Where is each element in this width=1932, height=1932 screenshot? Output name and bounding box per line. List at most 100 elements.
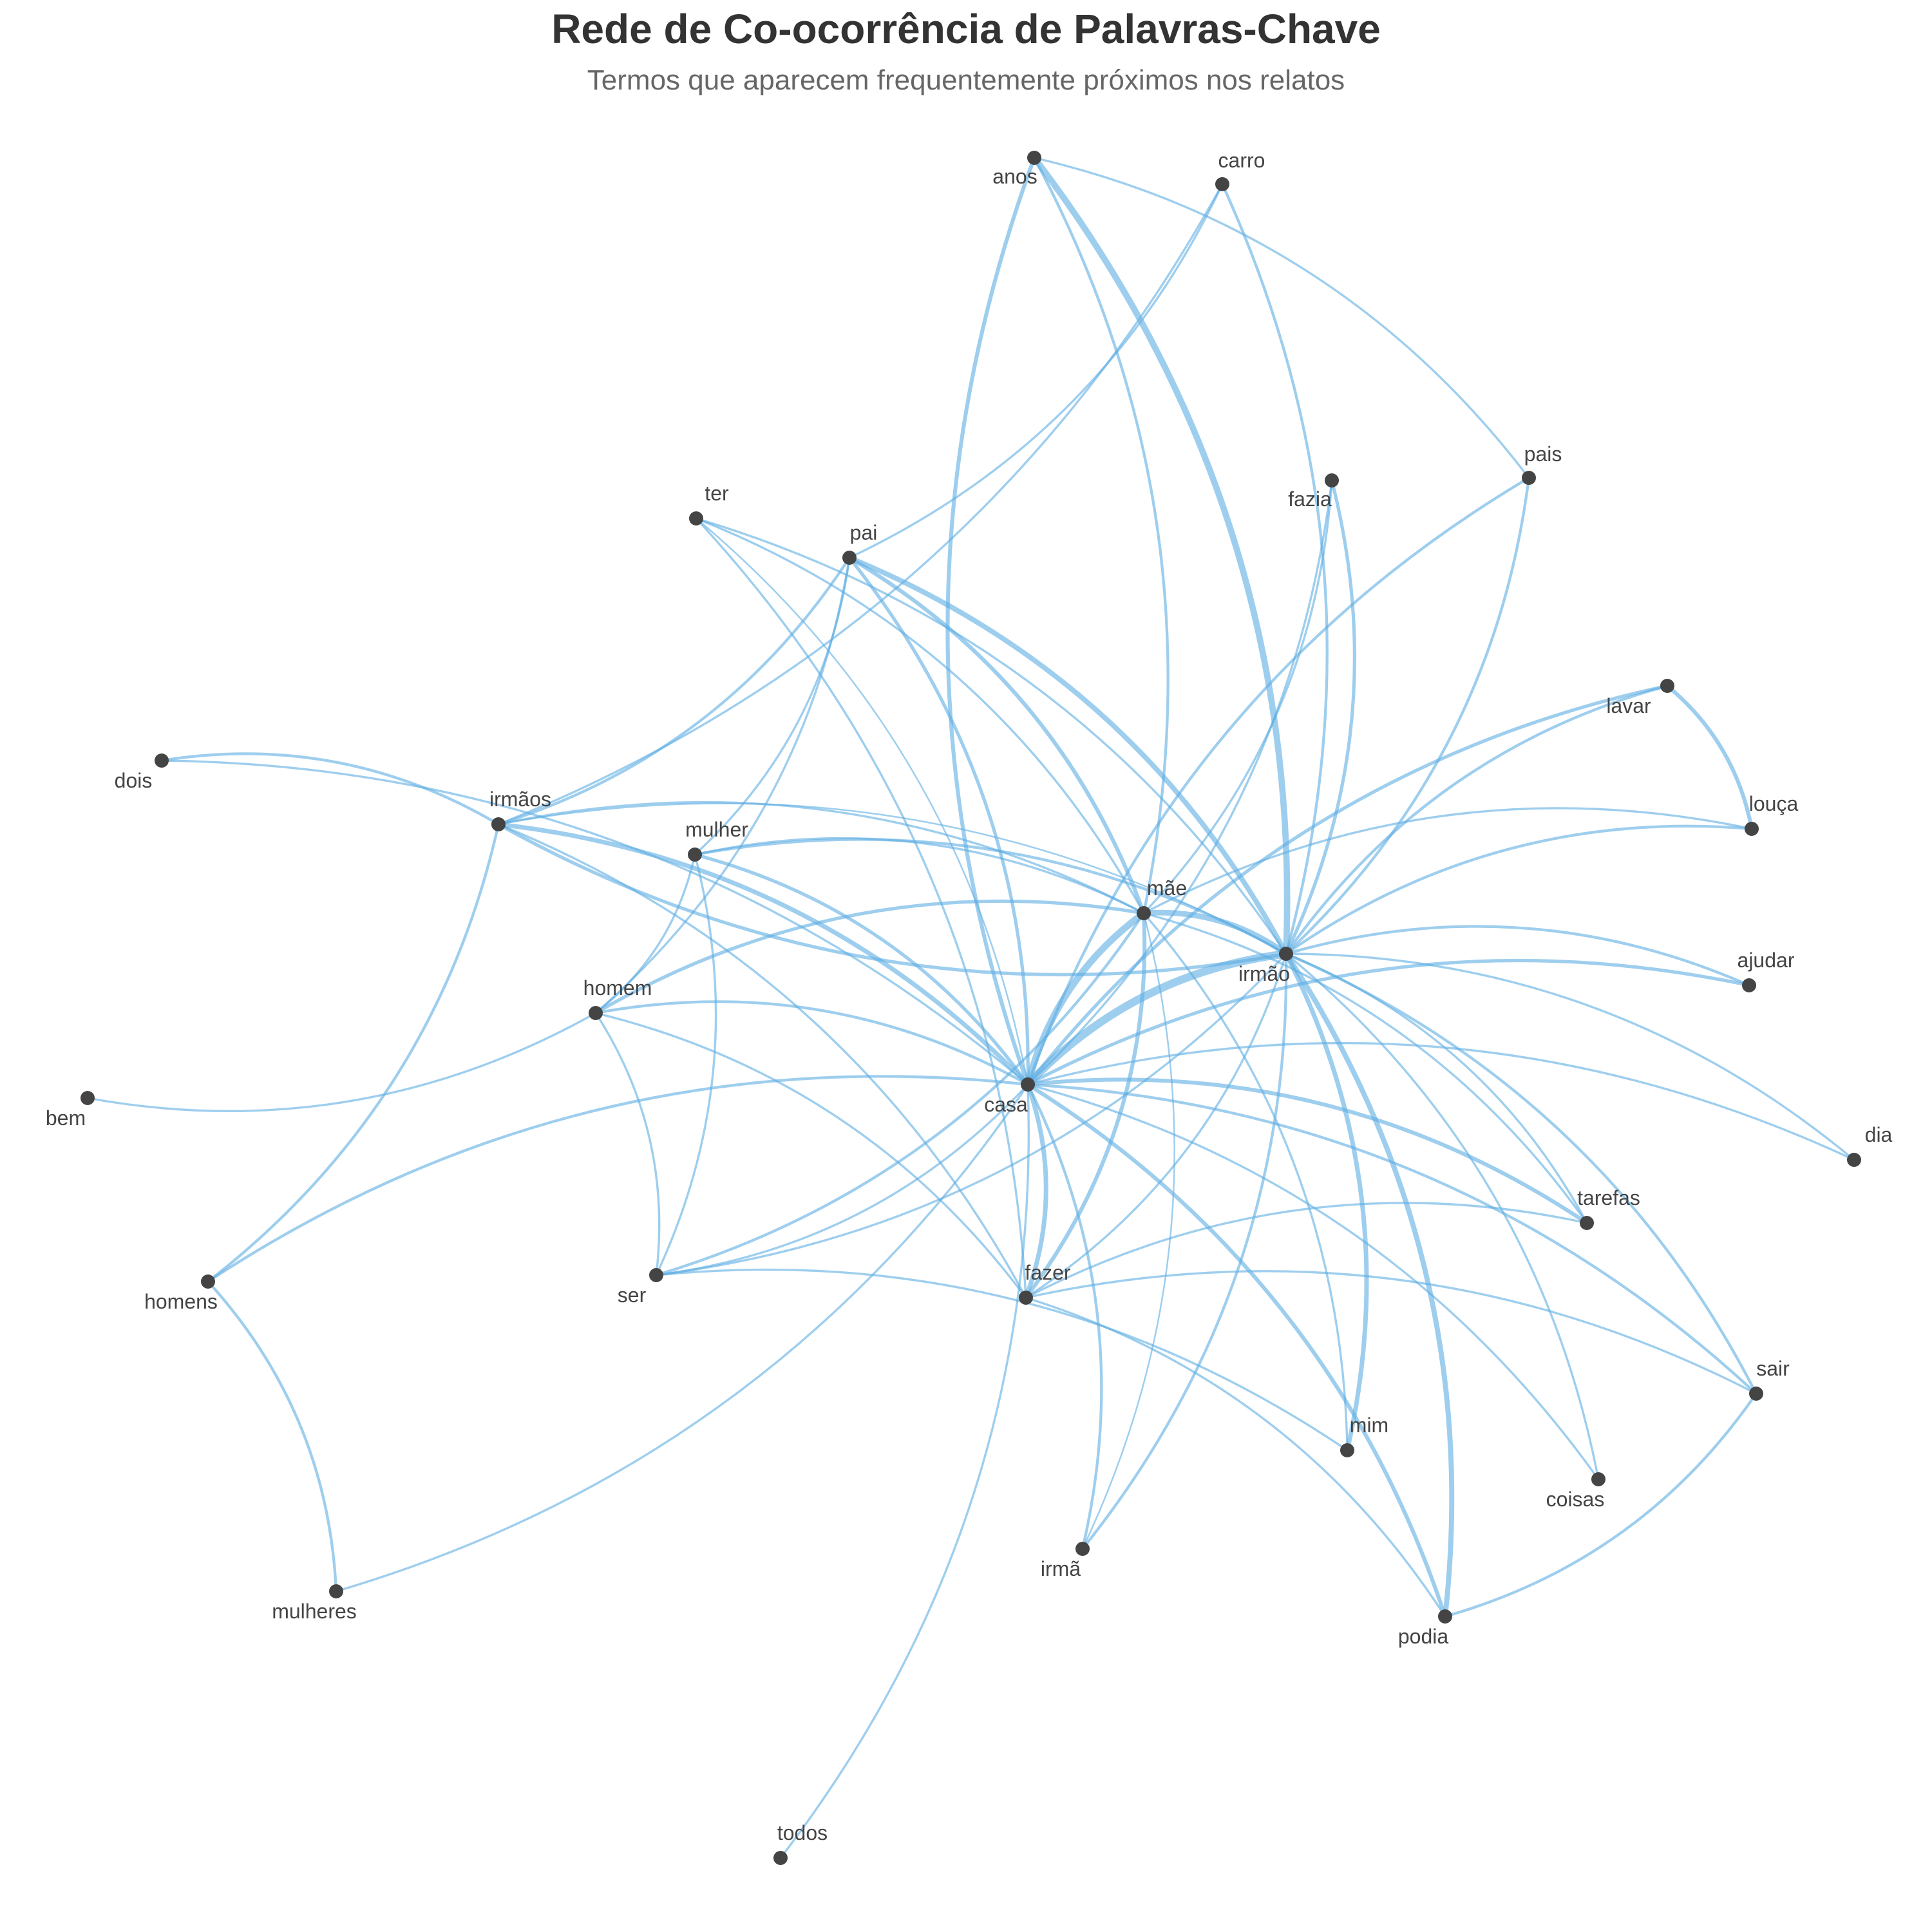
node-dot-todos[interactable] xyxy=(773,1851,788,1865)
node-dot-mim[interactable] xyxy=(1340,1443,1354,1457)
edge-dois-irmaos xyxy=(160,752,500,826)
node-label-pai: pai xyxy=(850,521,878,544)
node-dot-homens[interactable] xyxy=(201,1274,215,1289)
node-tarefas[interactable]: tarefas xyxy=(1577,1186,1640,1230)
node-dot-fazer[interactable] xyxy=(1019,1291,1033,1305)
node-dot-bem[interactable] xyxy=(80,1091,95,1105)
node-mim[interactable]: mim xyxy=(1340,1414,1388,1457)
edge-homem-mae xyxy=(594,899,1146,1015)
node-fazer[interactable]: fazer xyxy=(1019,1261,1071,1305)
edge-irmaos-fazer xyxy=(497,823,1027,1299)
edge-mae-ser xyxy=(654,911,1146,1277)
node-coisas[interactable]: coisas xyxy=(1546,1472,1605,1511)
edge-pai-casa xyxy=(848,556,1030,1086)
node-homens[interactable]: homens xyxy=(144,1274,218,1313)
node-dot-podia[interactable] xyxy=(1438,1609,1452,1624)
edge-fazia-casa xyxy=(1027,479,1333,1086)
node-pais[interactable]: pais xyxy=(1522,442,1562,485)
edge-irmaos-casa xyxy=(496,822,1030,1087)
edge-irmao-irma xyxy=(1081,952,1288,1551)
node-dois[interactable]: dois xyxy=(115,753,169,792)
node-dot-mae[interactable] xyxy=(1137,906,1151,920)
node-label-sair: sair xyxy=(1756,1357,1790,1380)
edge-anos-mae xyxy=(1032,156,1170,915)
node-dot-louca[interactable] xyxy=(1745,822,1759,836)
edge-lavar-louca xyxy=(1665,683,1754,831)
node-dot-ter[interactable] xyxy=(689,511,703,526)
node-todos[interactable]: todos xyxy=(773,1821,828,1865)
node-mae[interactable]: mãe xyxy=(1137,876,1187,920)
node-dot-dia[interactable] xyxy=(1847,1153,1861,1167)
node-dia[interactable]: dia xyxy=(1847,1123,1893,1167)
node-dot-fazia[interactable] xyxy=(1325,473,1339,488)
node-label-todos: todos xyxy=(777,1821,828,1844)
edge-irmao-lavar xyxy=(1284,684,1669,956)
node-dot-pais[interactable] xyxy=(1522,471,1536,485)
node-dot-irmao[interactable] xyxy=(1279,947,1293,961)
node-label-louca: louça xyxy=(1749,792,1799,815)
node-irmao[interactable]: irmão xyxy=(1238,947,1293,985)
node-dot-casa[interactable] xyxy=(1021,1077,1035,1092)
edge-mae-tarefas xyxy=(1142,912,1588,1224)
edge-casa-irma xyxy=(1026,1083,1103,1551)
node-label-fazer: fazer xyxy=(1025,1261,1070,1284)
node-dot-pai[interactable] xyxy=(842,551,857,565)
edge-ter-irmao xyxy=(695,517,1287,955)
node-mulheres[interactable]: mulheres xyxy=(272,1584,357,1623)
edge-casa-dia xyxy=(1027,1041,1855,1161)
node-irma[interactable]: irmã xyxy=(1041,1542,1090,1580)
node-dot-irma[interactable] xyxy=(1075,1542,1090,1556)
edge-homem-casa xyxy=(594,1000,1030,1086)
node-dot-sair[interactable] xyxy=(1749,1387,1763,1401)
node-irmaos[interactable]: irmãos xyxy=(489,788,551,831)
node-label-lavar: lavar xyxy=(1606,694,1651,717)
node-louca[interactable]: louça xyxy=(1745,792,1798,836)
node-pai[interactable]: pai xyxy=(842,521,877,565)
edge-carro-irmaos xyxy=(497,183,1224,826)
node-dot-ser[interactable] xyxy=(649,1268,663,1282)
node-dot-anos[interactable] xyxy=(1027,151,1041,165)
node-dot-carro[interactable] xyxy=(1215,177,1229,191)
edge-irmao-irmaos xyxy=(497,822,1288,977)
edge-casa-pais xyxy=(1026,476,1531,1086)
node-label-ter: ter xyxy=(705,482,729,505)
edge-pai-mae xyxy=(847,555,1146,916)
node-dot-ajudar[interactable] xyxy=(1742,978,1756,992)
node-label-fazia: fazia xyxy=(1288,488,1332,511)
edge-ser-mim xyxy=(655,1268,1349,1452)
node-label-anos: anos xyxy=(992,165,1037,188)
node-casa[interactable]: casa xyxy=(984,1077,1035,1116)
edge-anos-irmao xyxy=(1031,155,1291,957)
node-label-dia: dia xyxy=(1865,1123,1893,1146)
edge-fazia-mae xyxy=(1142,479,1333,914)
node-anos[interactable]: anos xyxy=(992,151,1041,188)
node-ajudar[interactable]: ajudar xyxy=(1738,949,1795,992)
node-homem[interactable]: homem xyxy=(583,976,652,1020)
node-ser[interactable]: ser xyxy=(618,1268,663,1307)
edge-homem-fazer xyxy=(594,1012,1027,1299)
node-label-coisas: coisas xyxy=(1546,1488,1605,1511)
node-carro[interactable]: carro xyxy=(1215,149,1265,191)
node-dot-irmaos[interactable] xyxy=(491,817,506,831)
node-fazia[interactable]: fazia xyxy=(1288,473,1339,511)
edge-mae-mim xyxy=(1142,912,1349,1452)
node-sair[interactable]: sair xyxy=(1749,1357,1790,1401)
node-dot-homem[interactable] xyxy=(589,1006,603,1020)
node-label-irmaos: irmãos xyxy=(489,788,551,811)
node-label-mulheres: mulheres xyxy=(272,1600,357,1623)
node-dot-mulheres[interactable] xyxy=(329,1584,343,1598)
node-bem[interactable]: bem xyxy=(46,1091,95,1130)
node-dot-coisas[interactable] xyxy=(1591,1472,1605,1486)
edge-ter-fazer xyxy=(695,517,1027,1299)
node-dot-lavar[interactable] xyxy=(1660,679,1674,693)
node-dot-mulher[interactable] xyxy=(688,848,702,862)
edge-dois-casa xyxy=(160,759,1029,1086)
node-mulher[interactable]: mulher xyxy=(685,818,748,862)
node-ter[interactable]: ter xyxy=(689,482,729,526)
node-podia[interactable]: podia xyxy=(1398,1609,1452,1648)
node-dot-dois[interactable] xyxy=(155,753,169,768)
node-dot-tarefas[interactable] xyxy=(1580,1216,1594,1230)
node-lavar[interactable]: lavar xyxy=(1606,679,1674,717)
edge-homem-bem xyxy=(86,1012,597,1113)
